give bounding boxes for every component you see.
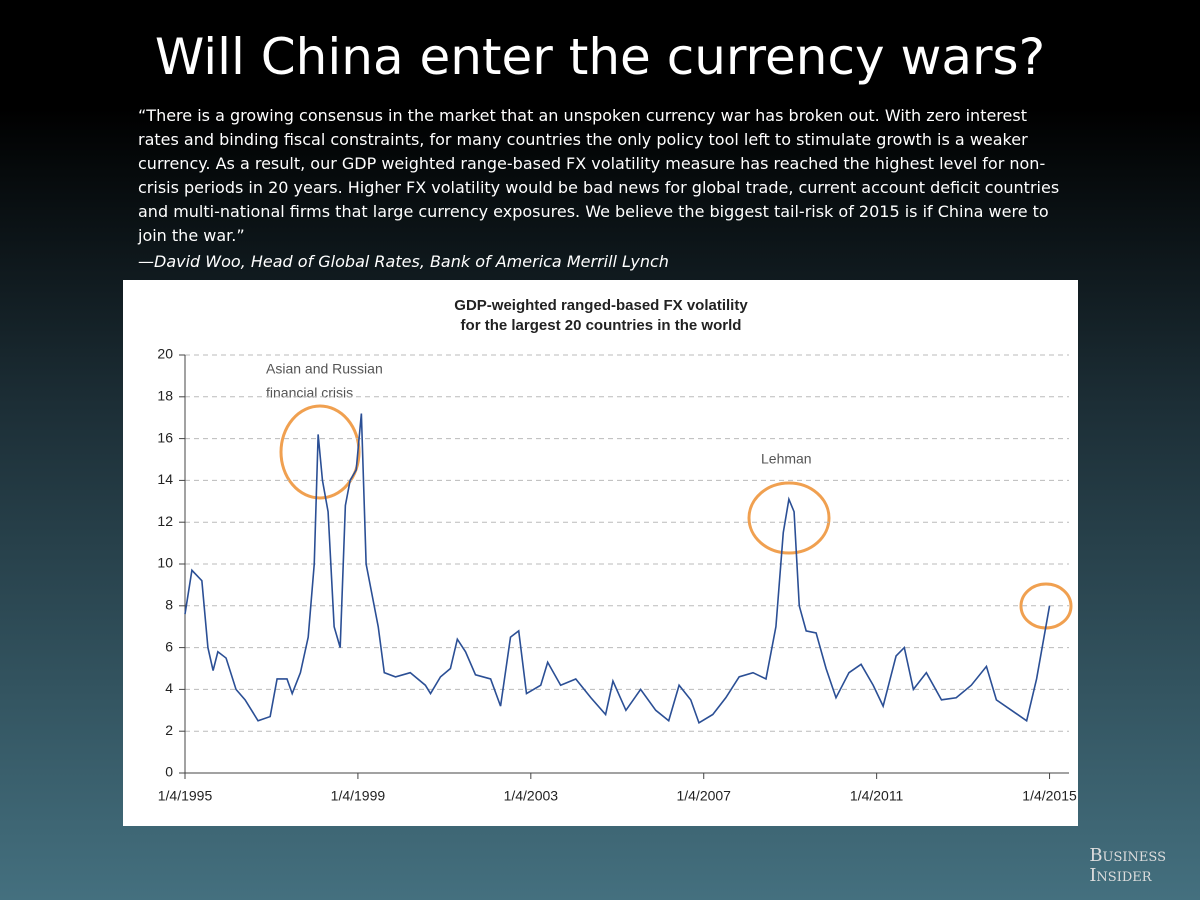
- y-tick-label: 18: [157, 388, 173, 404]
- y-tick-label: 14: [157, 471, 173, 487]
- logo-line: Insider: [1089, 865, 1152, 886]
- x-tick-label: 1/4/2011: [850, 788, 904, 804]
- y-tick-label: 6: [165, 638, 173, 654]
- quote: “There is a growing consensus in the mar…: [138, 106, 1060, 245]
- highlight-circle: [747, 481, 831, 555]
- chart-title: for the largest 20 countries in the worl…: [461, 317, 742, 334]
- y-tick-label: 8: [165, 597, 173, 613]
- chart-panel: [123, 280, 1078, 826]
- chart-title: GDP-weighted ranged-based FX volatility: [454, 297, 748, 314]
- y-tick-label: 4: [165, 680, 173, 696]
- attribution: —David Woo, Head of Global Rates, Bank o…: [138, 252, 669, 271]
- x-tick-label: 1/4/2007: [676, 788, 731, 804]
- highlight-circle: [279, 404, 361, 500]
- logo-line: Business: [1089, 845, 1166, 866]
- logo: Business Insider: [1089, 846, 1166, 886]
- annotation: Lehman: [761, 451, 812, 467]
- y-tick-label: 0: [165, 764, 173, 780]
- x-tick-label: 1/4/1999: [331, 788, 386, 804]
- y-tick-label: 16: [157, 429, 173, 445]
- annotation: financial crisis: [266, 385, 353, 401]
- x-tick-label: 1/4/1995: [158, 788, 213, 804]
- slide-title: Will China enter the currency wars?: [154, 28, 1046, 86]
- annotation: Asian and Russian: [266, 361, 383, 377]
- line: [184, 413, 1051, 725]
- chart: GDP-weighted ranged-based FX volatility …: [123, 280, 1078, 826]
- y-tick-label: 12: [157, 513, 173, 529]
- x-tick-label: 1/4/2003: [504, 788, 559, 804]
- y-tick-label: 20: [157, 346, 173, 362]
- y-tick-label: 10: [157, 555, 173, 571]
- y-tick-label: 2: [165, 722, 173, 738]
- x-tick-label: 1/4/2015: [1022, 788, 1077, 804]
